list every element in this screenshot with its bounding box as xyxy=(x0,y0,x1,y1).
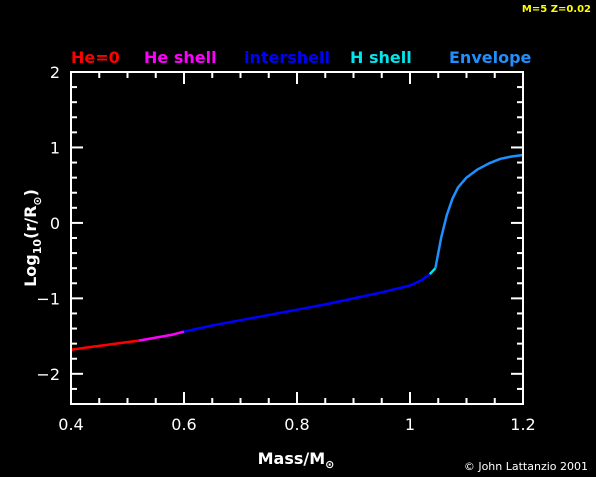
legend-entry: Envelope xyxy=(449,48,532,67)
chart-legend: He=0 He shell intershell H shell Envelope xyxy=(71,48,532,67)
y-axis-label-main: Log xyxy=(21,254,40,287)
x-axis-label-sub: ⊙ xyxy=(325,458,334,471)
x-axis-label: Mass/M⊙ xyxy=(258,449,335,471)
chart-tick-labels: 0.4 0.6 0.8 1 1.2 −2 −1 0 1 2 xyxy=(36,63,535,434)
legend-entry: He shell xyxy=(144,48,217,67)
y-axis-label-mid: (r/R xyxy=(21,206,40,239)
y-tick-label: 1 xyxy=(50,138,60,157)
legend-entry: He=0 xyxy=(71,48,120,67)
x-tick-label: 1 xyxy=(405,415,415,434)
x-tick-label: 0.8 xyxy=(284,415,309,434)
legend-entry: H shell xyxy=(350,48,412,67)
y-axis-label-end: ) xyxy=(21,189,40,196)
chart-ticks xyxy=(70,71,524,405)
series-line xyxy=(434,153,524,269)
y-tick-label: −1 xyxy=(36,289,60,308)
series-line xyxy=(70,339,139,351)
plot-frame xyxy=(70,71,524,405)
series-line xyxy=(138,330,185,342)
chart-curves xyxy=(70,153,524,351)
x-tick-label: 0.4 xyxy=(58,415,83,434)
y-axis-label: Log10(r/R⊙) xyxy=(21,189,44,287)
y-tick-label: −2 xyxy=(36,365,60,384)
x-axis-label-main: Mass/M xyxy=(258,449,326,468)
series-line xyxy=(428,267,437,276)
series-line xyxy=(183,273,431,333)
legend-entry: intershell xyxy=(244,48,330,67)
model-label: M=5 Z=0.02 xyxy=(521,4,591,15)
y-axis-label-sub1: 10 xyxy=(31,239,44,255)
y-tick-label: 2 xyxy=(50,63,60,82)
credit-text: © John Lattanzio 2001 xyxy=(463,460,588,473)
y-tick-label: 0 xyxy=(50,214,60,233)
y-axis-label-sub2: ⊙ xyxy=(31,196,44,205)
x-tick-label: 1.2 xyxy=(510,415,535,434)
x-tick-label: 0.6 xyxy=(171,415,196,434)
